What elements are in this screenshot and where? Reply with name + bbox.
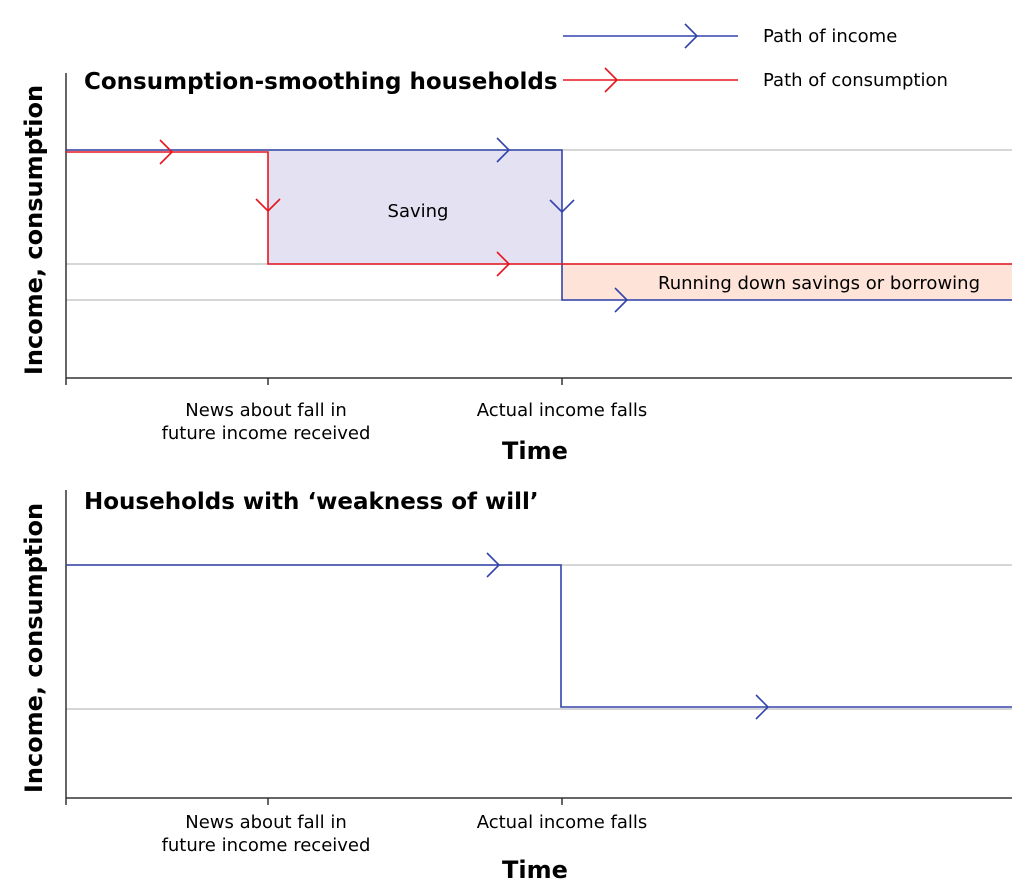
legend-consumption-label: Path of consumption [763,70,948,91]
income-arrow [549,199,575,214]
x-axis-title: Time [502,437,568,465]
saving-label: Saving [388,201,449,222]
consumption-arrow [159,139,174,165]
income-arrow [755,694,770,720]
consumption-path [66,151,1012,265]
consumption-arrow [496,251,511,277]
consumption-arrow [255,198,281,213]
income-arrow [486,552,501,578]
saving-region [268,150,562,264]
legend-consumption-arrow [604,67,619,93]
income-arrow [496,137,511,163]
tick-label-news: future income received [162,835,371,856]
tick-label-income-falls: Actual income falls [477,400,648,421]
panel-title: Consumption-smoothing households [84,69,558,95]
tick-label-news: future income received [162,423,371,444]
income-arrow [614,287,629,313]
income-path [66,564,1012,708]
panel-weakness-of-will: Households with ‘weakness of will’ News … [20,489,1012,884]
y-axis-title: Income, consumption [20,503,48,793]
legend-income-label: Path of income [763,26,897,47]
dissaving-region [562,264,1012,300]
legend: Path of income Path of consumption [563,23,948,93]
dissaving-label: Running down savings or borrowing [658,273,980,294]
income-path [66,149,1012,301]
y-axis-title: Income, consumption [20,85,48,375]
tick-label-news: News about fall in [185,812,347,833]
legend-income-arrow [684,23,699,49]
tick-label-news: News about fall in [185,400,347,421]
panel-consumption-smoothing: Consumption-smoothing households Saving … [20,69,1012,465]
panel-title: Households with ‘weakness of will’ [84,489,539,515]
tick-label-income-falls: Actual income falls [477,812,648,833]
x-axis-title: Time [502,856,568,884]
